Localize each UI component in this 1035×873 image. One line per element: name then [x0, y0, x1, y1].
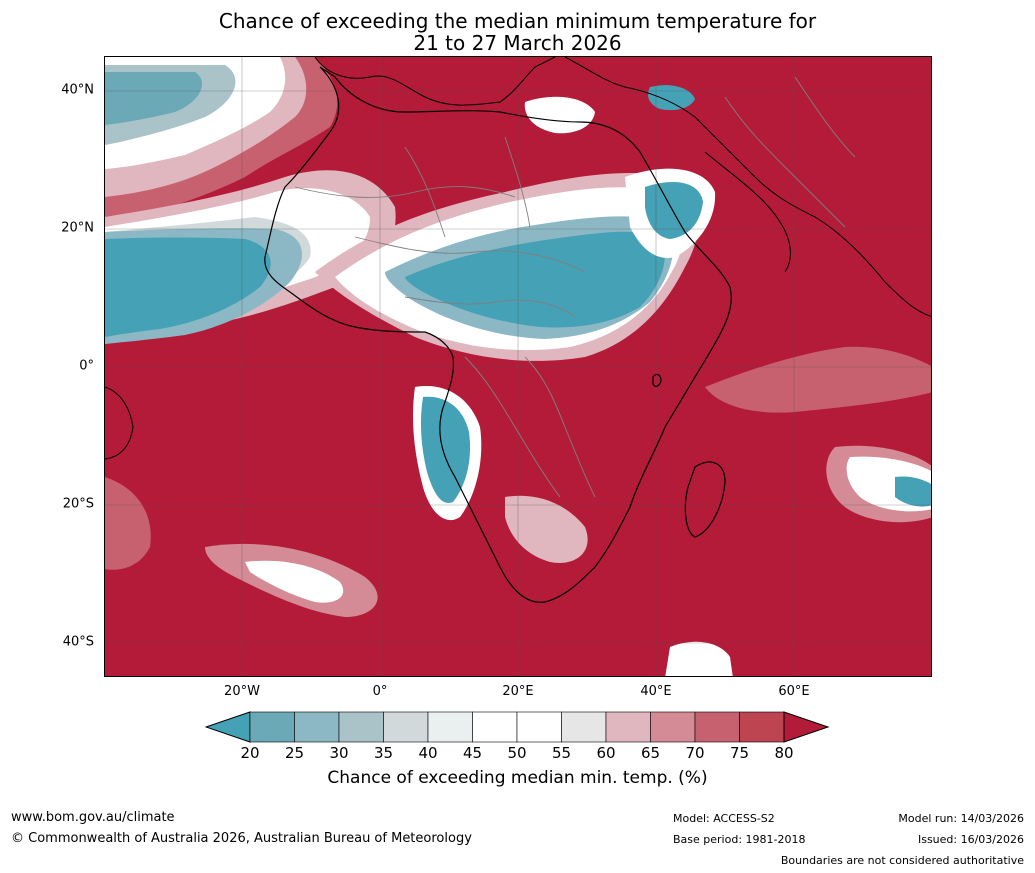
- colorbar-tick-label: 60: [596, 744, 616, 762]
- colorbar-segment: [650, 711, 696, 743]
- lon-label-60e: 60°E: [778, 684, 810, 699]
- colorbar-arrow-low: [204, 711, 251, 743]
- colorbar-tick-label: 70: [685, 744, 705, 762]
- map-title: Chance of exceeding the median minimum t…: [0, 10, 1035, 54]
- colorbar-tick-label: 25: [284, 744, 305, 762]
- colorbar-tick-label: 65: [640, 744, 661, 762]
- colorbar-segment: [427, 711, 473, 743]
- colorbar-tick-label: 50: [507, 744, 527, 762]
- lat-label-0: 0°: [79, 358, 94, 374]
- colorbar-segment: [516, 711, 562, 743]
- map-canvas: [105, 57, 931, 676]
- lat-label-20s: 20°S: [62, 496, 94, 512]
- lat-label-40n: 40°N: [61, 82, 94, 98]
- colorbar-segment: [694, 711, 740, 743]
- colorbar-segment: [472, 711, 518, 743]
- lon-label-0: 0°: [372, 684, 388, 699]
- colorbar-tick-label: 45: [462, 744, 483, 762]
- colorbar-graphic: [204, 711, 830, 743]
- colorbar-segment: [294, 711, 340, 743]
- model-run-text: Model run: 14/03/2026: [898, 812, 1024, 825]
- colorbar-tick-label: 30: [329, 744, 349, 762]
- colorbar-tick-label: 35: [373, 744, 394, 762]
- title-line-1: Chance of exceeding the median minimum t…: [218, 9, 817, 33]
- lon-label-40e: 40°E: [640, 684, 672, 699]
- colorbar-segment: [605, 711, 651, 743]
- colorbar-tick-label: 55: [551, 744, 572, 762]
- lon-label-20w: 20°W: [224, 684, 260, 699]
- colorbar-segment: [383, 711, 429, 743]
- lon-label-20e: 20°E: [502, 684, 534, 699]
- colorbar-segment: [739, 711, 785, 743]
- colorbar-tick-label: 20: [240, 744, 260, 762]
- colorbar-tick-label: 40: [418, 744, 438, 762]
- coastline-africa: [264, 66, 732, 603]
- colorbar: [204, 711, 830, 747]
- issued-text: Issued: 16/03/2026: [917, 833, 1024, 846]
- colorbar-segment: [338, 711, 384, 743]
- colorbar-tick-label: 75: [729, 744, 750, 762]
- disclaimer-text: Boundaries are not considered authoritat…: [780, 854, 1024, 867]
- coastline-europe-asia: [105, 57, 931, 460]
- colorbar-segment: [249, 711, 295, 743]
- website-link[interactable]: www.bom.gov.au/climate: [11, 810, 175, 825]
- colorbar-arrow-high: [783, 711, 830, 743]
- title-line-2: 21 to 27 March 2026: [413, 31, 622, 55]
- base-period-text: Base period: 1981-2018: [673, 833, 806, 846]
- model-text: Model: ACCESS-S2: [673, 812, 775, 825]
- colorbar-title: Chance of exceeding median min. temp. (%…: [327, 768, 708, 788]
- colorbar-segment: [561, 711, 607, 743]
- colorbar-tick-label: 80: [774, 744, 794, 762]
- probability-map: [104, 56, 932, 677]
- country-borders: [294, 76, 856, 498]
- lat-label-20n: 20°N: [61, 220, 94, 236]
- copyright-text: © Commonwealth of Australia 2026, Austra…: [11, 831, 472, 846]
- lat-label-40s: 40°S: [62, 634, 94, 650]
